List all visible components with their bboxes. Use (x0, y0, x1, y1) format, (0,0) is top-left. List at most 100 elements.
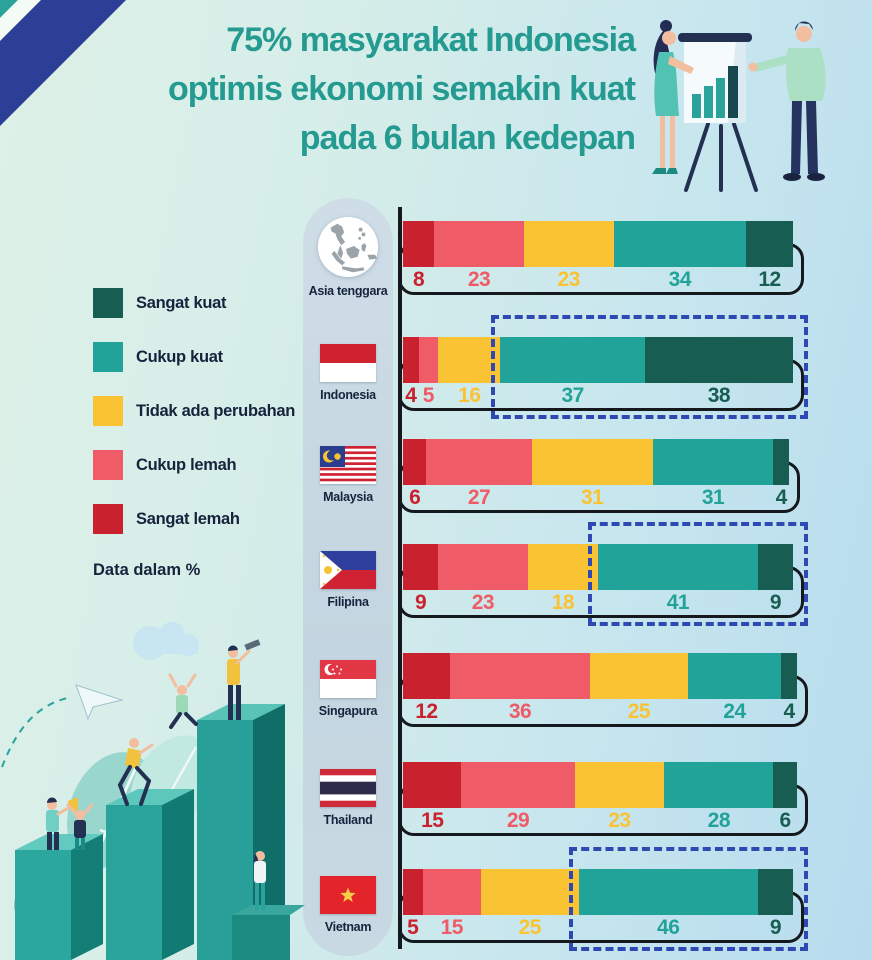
data-unit-note: Data dalam % (93, 561, 201, 579)
legend-swatch-icon (93, 288, 123, 318)
segment-cukup-kuat (687, 653, 782, 699)
segment-tidak-ada-perubahan (438, 337, 501, 383)
legend-swatch-icon (93, 342, 123, 372)
legend-item-label: Sangat lemah (136, 509, 240, 528)
value-label: 4 (783, 700, 795, 723)
stacked-bar (403, 337, 793, 383)
segment-cukup-lemah (438, 544, 528, 590)
row-singapura: Singapura 12 36 25 24 4 (303, 653, 868, 733)
value-label: 25 (518, 916, 542, 939)
flag-cell: Vietnam (303, 855, 393, 955)
legend-item-tidak-ada-perubahan: Tidak ada perubahan (93, 396, 313, 426)
segment-cukup-lemah (426, 439, 532, 485)
flag-malaysia-icon (320, 446, 376, 484)
growth-illustration (1, 622, 305, 960)
segment-sangat-kuat (757, 869, 793, 915)
segment-sangat-kuat (644, 337, 793, 383)
segment-cukup-lemah (449, 653, 591, 699)
legend-swatch-icon (93, 396, 123, 426)
legend-items: Sangat kuat Cukup kuat Tidak ada perubahan… (93, 288, 313, 534)
value-label: 9 (414, 591, 427, 614)
highlight-dashed-box (490, 315, 808, 419)
segment-sangat-lemah (403, 221, 435, 267)
segment-cukup-lemah (418, 337, 439, 383)
legend-item-sangat-kuat: Sangat kuat (93, 288, 313, 318)
stacked-bar (403, 869, 793, 915)
presentation-illustration (652, 20, 826, 192)
legend-item-label: Cukup kuat (136, 347, 223, 366)
value-label: 4 (775, 486, 788, 509)
row-label: Indonesia (320, 388, 376, 402)
value-label: 6 (779, 809, 792, 832)
row-malaysia: Malaysia 6 27 31 31 4 (303, 439, 868, 519)
value-label: 28 (707, 809, 731, 832)
chart-rows: Asia tenggara 8 23 23 34 12 Indonesia 4 5 16 37 38 … (303, 198, 868, 960)
row-filipina: Filipina 9 23 18 41 9 (303, 522, 868, 626)
value-labels: 12 36 25 24 4 (403, 700, 797, 726)
value-label: 5 (407, 916, 419, 939)
value-labels: 5 15 25 46 9 (403, 916, 793, 942)
segment-sangat-lemah (403, 869, 423, 915)
flag-thailand-icon (320, 769, 376, 807)
row-indonesia: Indonesia 4 5 16 37 38 (303, 315, 868, 419)
segment-tidak-ada-perubahan (481, 869, 579, 915)
title-line: optimis ekonomi semakin kuat (167, 70, 636, 108)
segment-sangat-lemah (403, 653, 450, 699)
segment-tidak-ada-perubahan (527, 544, 598, 590)
value-labels: 4 5 16 37 38 (403, 384, 793, 410)
segment-cukup-lemah (422, 869, 481, 915)
bar-area: 15 29 23 28 6 (398, 762, 848, 840)
value-label: 25 (627, 700, 651, 723)
segment-sangat-kuat (773, 762, 797, 808)
value-label: 5 (422, 384, 435, 407)
flag-filipina-icon (320, 551, 376, 589)
value-label: 15 (440, 916, 464, 939)
value-label: 37 (561, 384, 584, 407)
value-label: 16 (458, 384, 481, 407)
value-label: 6 (409, 486, 421, 509)
segment-sangat-kuat (757, 544, 793, 590)
segment-cukup-lemah (434, 221, 524, 267)
value-label: 29 (506, 809, 530, 832)
segment-tidak-ada-perubahan (590, 653, 688, 699)
bar-area: 8 23 23 34 12 (398, 221, 848, 299)
segment-tidak-ada-perubahan (574, 762, 665, 808)
segment-sangat-kuat (773, 439, 790, 485)
bar-area: 9 23 18 41 9 (398, 522, 848, 626)
legend-item-label: Cukup lemah (136, 455, 237, 474)
row-label: Filipina (327, 595, 369, 609)
value-labels: 8 23 23 34 12 (403, 268, 793, 294)
row-label: Asia tenggara (308, 284, 388, 298)
segment-sangat-lemah (403, 439, 427, 485)
segment-cukup-kuat (613, 221, 747, 267)
bar-area: 6 27 31 31 4 (398, 439, 848, 517)
legend-item-label: Tidak ada perubahan (136, 401, 296, 420)
flag-vietnam-icon (320, 876, 376, 914)
legend-item-cukup-lemah: Cukup lemah (93, 450, 313, 480)
segment-cukup-lemah (461, 762, 575, 808)
bar-area: 5 15 25 46 9 (398, 847, 848, 951)
segment-cukup-kuat (578, 869, 758, 915)
value-label: 9 (769, 916, 782, 939)
highlight-dashed-box (568, 847, 808, 951)
legend-item-cukup-kuat: Cukup kuat (93, 342, 313, 372)
segment-sangat-kuat (746, 221, 793, 267)
segment-cukup-kuat (597, 544, 758, 590)
value-label: 23 (608, 809, 631, 832)
value-label: 23 (471, 591, 495, 614)
row-vietnam: Vietnam 5 15 25 46 9 (303, 847, 868, 951)
page-title: 75% masyarakat Indonesia optimis ekonomi… (105, 16, 636, 163)
segment-tidak-ada-perubahan (531, 439, 653, 485)
value-label: 15 (421, 809, 444, 832)
row-label: Vietnam (324, 920, 372, 934)
stacked-bar (403, 544, 793, 590)
segment-cukup-kuat (500, 337, 645, 383)
value-label: 23 (467, 268, 491, 291)
value-label: 12 (758, 268, 781, 291)
stacked-bar (403, 762, 797, 808)
flag-cell: Filipina (303, 530, 393, 630)
value-label: 9 (769, 591, 782, 614)
corner-stripes-decoration (0, 0, 126, 126)
legend: Sangat kuat Cukup kuat Tidak ada perubahan… (93, 288, 313, 580)
